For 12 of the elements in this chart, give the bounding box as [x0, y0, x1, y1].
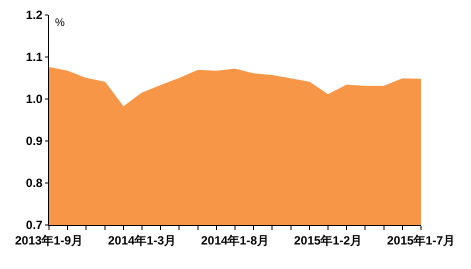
x-tick-label: 2014年1-8月	[200, 233, 270, 248]
y-tick-label: 0.7	[26, 218, 43, 232]
x-tick-label: 2015年1-7月	[386, 233, 456, 248]
y-tick-label: 0.9	[26, 134, 43, 148]
y-tick-label: 1.1	[26, 50, 43, 64]
y-tick-label: 1.2	[26, 8, 43, 22]
x-tick-label: 2013年1-9月	[14, 233, 84, 248]
y-axis-title: %	[55, 17, 65, 29]
x-tick-label: 2015年1-2月	[294, 233, 362, 248]
x-tick-label: 2014年1-3月	[108, 233, 176, 248]
y-tick-label: 1.0	[26, 92, 43, 106]
y-tick-label: 0.8	[26, 176, 43, 190]
